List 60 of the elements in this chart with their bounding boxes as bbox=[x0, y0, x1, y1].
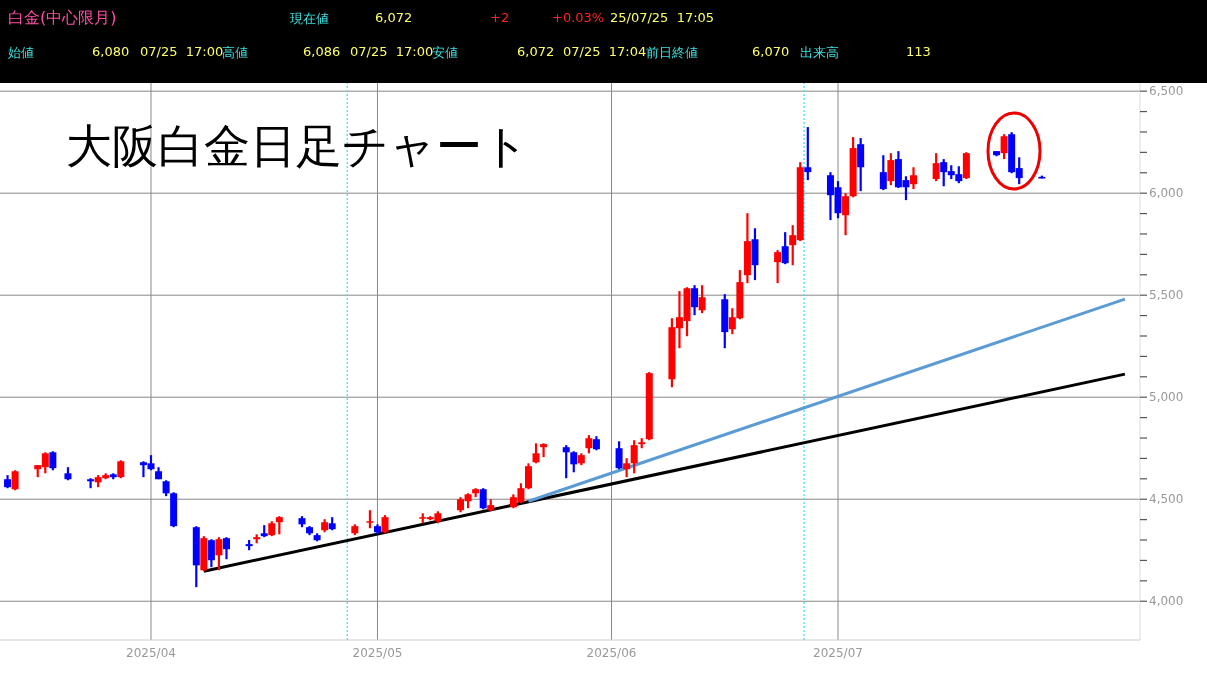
candlestick bbox=[585, 434, 593, 455]
candlestick bbox=[887, 152, 895, 187]
candlestick bbox=[479, 487, 487, 511]
candlestick bbox=[532, 442, 540, 465]
x-tick-label: 2025/04 bbox=[126, 645, 176, 660]
candlestick bbox=[857, 136, 865, 193]
text: 前日終値 bbox=[646, 44, 698, 62]
y-tick-label: 6,500 bbox=[1149, 84, 1184, 99]
text: 113 bbox=[906, 44, 931, 59]
candlestick bbox=[207, 538, 215, 569]
text: 6,072 bbox=[517, 44, 555, 59]
candlestick bbox=[524, 462, 532, 491]
candlestick bbox=[691, 284, 699, 317]
y-tick-label: 5,000 bbox=[1149, 390, 1184, 405]
candlestick bbox=[774, 249, 782, 285]
candlestick bbox=[615, 440, 623, 471]
candlestick bbox=[879, 154, 887, 192]
text: +2 bbox=[490, 10, 510, 25]
y-tick-label: 4,000 bbox=[1149, 594, 1184, 609]
text: 25/07/25 17:05 bbox=[610, 10, 715, 25]
candlestick bbox=[842, 192, 850, 237]
candlestick bbox=[11, 469, 19, 492]
candlestick bbox=[49, 450, 57, 472]
candlestick bbox=[222, 536, 230, 561]
candlestick bbox=[910, 166, 918, 191]
text: 07/25 17:00 bbox=[350, 44, 434, 59]
text: 6,080 bbox=[92, 44, 130, 59]
candlestick bbox=[804, 125, 812, 182]
text: 安値 bbox=[432, 44, 458, 62]
x-tick-label: 2025/05 bbox=[352, 645, 403, 660]
candlestick bbox=[540, 442, 548, 459]
text: 出来高 bbox=[800, 44, 839, 62]
candlestick bbox=[1000, 133, 1008, 161]
candlestick bbox=[275, 515, 283, 536]
candlestick bbox=[215, 536, 223, 572]
y-tick-label: 6,000 bbox=[1149, 186, 1184, 201]
candlestick bbox=[570, 450, 578, 474]
text: 白金(中心限月) bbox=[8, 8, 117, 29]
text: 始値 bbox=[8, 44, 34, 62]
text: 大阪白金日足チャート bbox=[66, 118, 529, 175]
candlestick bbox=[381, 514, 389, 535]
candlestick bbox=[781, 231, 789, 266]
text: 6,070 bbox=[752, 44, 790, 59]
candlestick bbox=[698, 284, 706, 315]
x-tick-label: 2025/06 bbox=[586, 645, 637, 660]
candlestick bbox=[932, 152, 940, 183]
candlestick bbox=[87, 477, 95, 490]
candlestick bbox=[623, 457, 631, 479]
candlestick bbox=[562, 444, 570, 480]
text: +0.03% bbox=[552, 10, 605, 25]
text: 現在値 bbox=[290, 10, 329, 28]
text: 6,072 bbox=[375, 10, 413, 25]
x-tick-label: 2025/07 bbox=[813, 645, 863, 660]
y-tick-label: 4,500 bbox=[1149, 492, 1184, 507]
text: 07/25 17:04 bbox=[563, 44, 647, 59]
text: 6,086 bbox=[303, 44, 341, 59]
text: 高値 bbox=[222, 44, 248, 62]
text: 07/25 17:00 bbox=[140, 44, 224, 59]
candlestick bbox=[630, 439, 638, 475]
y-tick-label: 5,500 bbox=[1149, 288, 1184, 303]
